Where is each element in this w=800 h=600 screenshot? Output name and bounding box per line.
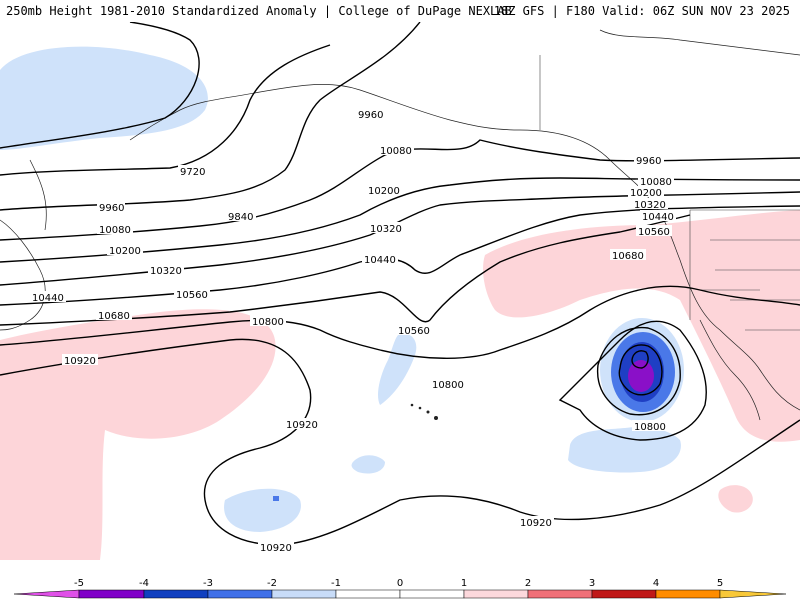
contour-label: 10560 (638, 227, 670, 238)
contour-label: 10440 (642, 212, 674, 223)
contour-label: 10920 (520, 518, 552, 529)
negative-anomaly-area (377, 333, 417, 405)
contour-label: 10800 (432, 380, 464, 391)
colorbar-segment (591, 589, 657, 599)
map-canvas: 9720 9960 9960 9960 10080 10080 10080 10… (0, 22, 800, 560)
contour-labels: 9720 9960 9960 9960 10080 10080 10080 10… (30, 108, 676, 554)
colorbar-segment (78, 589, 145, 599)
colorbar-tick-label: 2 (525, 578, 531, 589)
contour-label: 9840 (228, 212, 253, 223)
contour-line (631, 350, 649, 369)
colorbar-segment (463, 589, 529, 599)
negative-anomaly-core (628, 360, 654, 392)
positive-anomaly-area (0, 309, 276, 560)
contour-label: 10680 (98, 311, 130, 322)
contour-line (0, 177, 800, 263)
contour-line (0, 338, 800, 546)
contour-label: 10320 (150, 266, 182, 277)
contour-line (558, 320, 707, 441)
contour-label: 10920 (64, 356, 96, 367)
colorbar-segments (13, 589, 787, 599)
contour-label: 10560 (176, 290, 208, 301)
contour-label: 9960 (636, 156, 661, 167)
negative-anomaly-area (0, 46, 208, 150)
colorbar-segment (207, 589, 273, 599)
negative-anomaly-area (351, 455, 385, 474)
contour-label: 9720 (180, 167, 205, 178)
contour-label: 10320 (634, 200, 666, 211)
contour-line (596, 326, 681, 416)
colorbar-segment (399, 589, 465, 599)
positive-anomaly-area (483, 210, 800, 442)
anomaly-shading (0, 46, 800, 560)
contour-label: 10800 (252, 317, 284, 328)
colorbar-segment (527, 589, 593, 599)
contour-label: 10680 (612, 251, 644, 262)
colorbar: -5 -4 -3 -2 -1 0 1 2 3 4 5 (13, 578, 787, 599)
colorbar-tick-label: 1 (461, 578, 467, 589)
colorbar-segment (13, 589, 80, 599)
contour-label: 10200 (630, 188, 662, 199)
colorbar-tick-label: -5 (74, 578, 84, 589)
colorbar-tick-label: 3 (589, 578, 595, 589)
negative-anomaly-area (568, 427, 681, 473)
colorbar-tick-label: 5 (717, 578, 723, 589)
contour-label: 10560 (398, 326, 430, 337)
colorbar-tick-label: 0 (397, 578, 403, 589)
contour-label: 10320 (370, 224, 402, 235)
map-header: 250mb Height 1981-2010 Standardized Anom… (0, 0, 800, 22)
contour-label: 10920 (260, 543, 292, 554)
anomaly-speck (273, 496, 279, 501)
colorbar-segment (719, 589, 787, 599)
colorbar-segment (335, 589, 401, 599)
contour-line (618, 344, 663, 396)
colorbar-tick-label: -3 (203, 578, 213, 589)
colorbar-tick-label: -1 (331, 578, 341, 589)
contour-label: 9960 (358, 110, 383, 121)
contour-label: 9960 (99, 203, 124, 214)
colorbar-tick-label: 4 (653, 578, 659, 589)
contour-line (0, 44, 331, 176)
colorbar-tick-label: -2 (267, 578, 277, 589)
contour-label: 10800 (634, 422, 666, 433)
positive-anomaly-area (718, 485, 753, 513)
contour-label: 10920 (286, 420, 318, 431)
map-title: 250mb Height 1981-2010 Standardized Anom… (6, 4, 512, 18)
contour-line (0, 285, 800, 359)
contour-label: 10080 (640, 177, 672, 188)
negative-anomaly-area (224, 488, 301, 532)
colorbar-segment (655, 589, 721, 599)
colorbar-tick-labels: -5 -4 -3 -2 -1 0 1 2 3 4 5 (74, 578, 723, 589)
contour-line (0, 22, 200, 149)
contour-label: 10080 (99, 225, 131, 236)
contour-label: 10080 (380, 146, 412, 157)
colorbar-segment (271, 589, 337, 599)
islands (410, 403, 438, 420)
colorbar-segment (143, 589, 209, 599)
contour-label: 10440 (364, 255, 396, 266)
contour-label: 10440 (32, 293, 64, 304)
colorbar-tick-label: -4 (139, 578, 149, 589)
contour-label: 10200 (368, 186, 400, 197)
contour-label: 10200 (109, 246, 141, 257)
contour-line (0, 214, 691, 326)
model-valid-time: 18Z GFS | F180 Valid: 06Z SUN NOV 23 202… (493, 4, 790, 18)
